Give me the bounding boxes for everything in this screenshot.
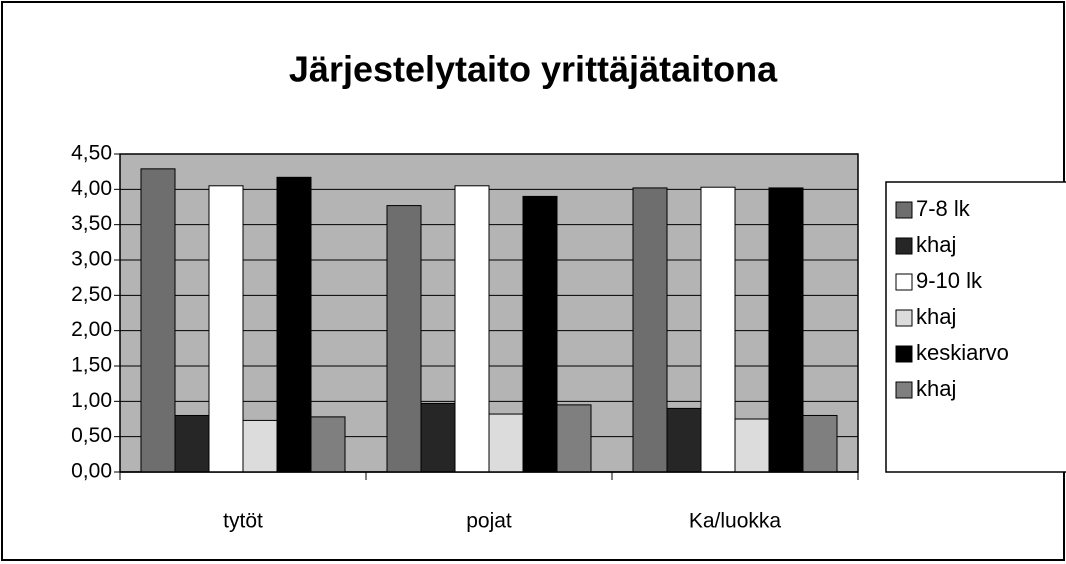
legend-label: 7-8 lk bbox=[916, 196, 971, 221]
legend-label: khaj bbox=[916, 232, 956, 257]
y-tick-label: 1,00 bbox=[71, 389, 112, 412]
y-tick-label: 3,00 bbox=[71, 248, 112, 271]
x-tick-label: tytöt bbox=[223, 510, 263, 533]
bar bbox=[174, 414, 210, 473]
y-tick-label: 4,00 bbox=[71, 177, 112, 200]
legend-box bbox=[885, 181, 1066, 473]
legend-swatch bbox=[895, 273, 913, 291]
legend-label: keskiarvo bbox=[916, 340, 1009, 365]
legend-label: khaj bbox=[916, 376, 956, 401]
bar bbox=[420, 402, 456, 473]
x-tick-label: pojat bbox=[466, 510, 512, 533]
bar bbox=[522, 195, 558, 473]
y-tick-label: 2,50 bbox=[71, 283, 112, 306]
x-tick-label: Ka/luokka bbox=[689, 510, 782, 533]
y-tick-label: 0,00 bbox=[71, 460, 112, 483]
bar bbox=[700, 186, 736, 473]
y-tick-label: 0,50 bbox=[71, 424, 112, 447]
bar bbox=[556, 404, 592, 473]
bar bbox=[276, 176, 312, 473]
legend-swatch bbox=[895, 237, 913, 255]
bar bbox=[488, 413, 524, 473]
legend-label: khaj bbox=[916, 304, 956, 329]
bar bbox=[734, 418, 770, 473]
legend-swatch bbox=[895, 309, 913, 327]
bar bbox=[802, 414, 838, 473]
legend-swatch bbox=[895, 201, 913, 219]
bar bbox=[310, 416, 346, 473]
bar bbox=[386, 205, 422, 473]
y-tick-label: 3,50 bbox=[71, 212, 112, 235]
y-tick-label: 4,50 bbox=[71, 142, 112, 165]
y-tick-label: 2,00 bbox=[71, 318, 112, 341]
bar bbox=[208, 185, 244, 473]
bar bbox=[666, 407, 702, 473]
legend-label: 9-10 lk bbox=[916, 268, 983, 293]
chart-title: Järjestelytaito yrittäjätaitona bbox=[289, 49, 778, 90]
y-tick-label: 1,50 bbox=[71, 354, 112, 377]
bar bbox=[768, 187, 804, 473]
bar bbox=[454, 185, 490, 473]
legend-swatch bbox=[895, 381, 913, 399]
bar bbox=[140, 168, 176, 473]
legend-swatch bbox=[895, 345, 913, 363]
bar bbox=[242, 419, 278, 473]
bar bbox=[632, 187, 668, 473]
